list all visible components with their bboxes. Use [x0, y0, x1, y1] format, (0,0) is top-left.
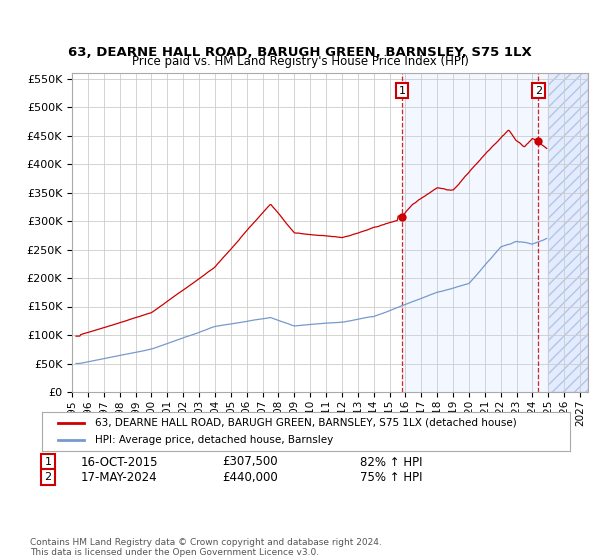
Text: 82% ↑ HPI: 82% ↑ HPI — [360, 455, 422, 469]
Text: Price paid vs. HM Land Registry's House Price Index (HPI): Price paid vs. HM Land Registry's House … — [131, 55, 469, 68]
Text: 1: 1 — [44, 457, 52, 467]
Text: 63, DEARNE HALL ROAD, BARUGH GREEN, BARNSLEY, S75 1LX (detached house): 63, DEARNE HALL ROAD, BARUGH GREEN, BARN… — [95, 418, 517, 428]
Text: 63, DEARNE HALL ROAD, BARUGH GREEN, BARNSLEY, S75 1LX: 63, DEARNE HALL ROAD, BARUGH GREEN, BARN… — [68, 46, 532, 59]
Text: 17-MAY-2024: 17-MAY-2024 — [81, 470, 158, 484]
Text: 1: 1 — [398, 86, 406, 96]
Text: HPI: Average price, detached house, Barnsley: HPI: Average price, detached house, Barn… — [95, 435, 333, 445]
Text: 75% ↑ HPI: 75% ↑ HPI — [360, 470, 422, 484]
Text: 16-OCT-2015: 16-OCT-2015 — [81, 455, 158, 469]
Text: £440,000: £440,000 — [222, 470, 278, 484]
Text: £307,500: £307,500 — [222, 455, 278, 469]
Text: Contains HM Land Registry data © Crown copyright and database right 2024.
This d: Contains HM Land Registry data © Crown c… — [30, 538, 382, 557]
Text: 2: 2 — [535, 86, 542, 96]
Text: 2: 2 — [44, 472, 52, 482]
